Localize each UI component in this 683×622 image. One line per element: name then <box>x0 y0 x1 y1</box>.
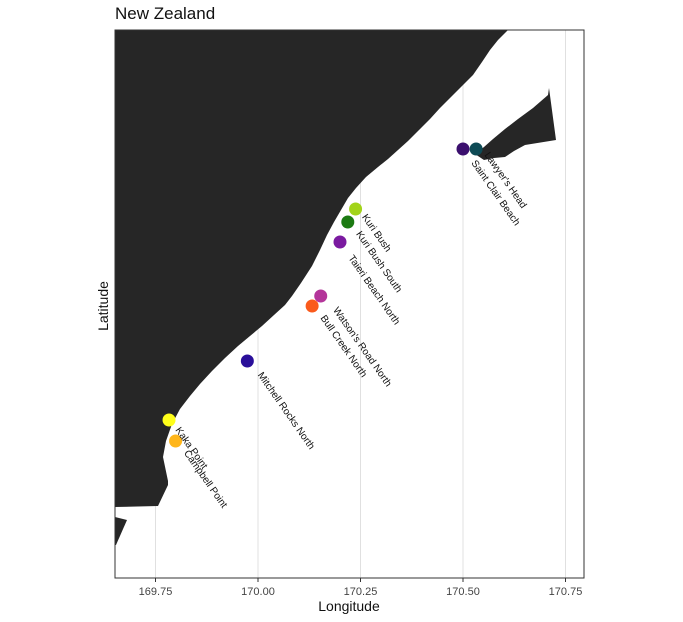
land-mass-southern-fragment <box>115 517 127 545</box>
land-mass-otago-peninsula <box>475 88 556 160</box>
map-title: New Zealand <box>115 4 216 23</box>
x-tick-label: 170.00 <box>241 586 275 598</box>
site-point <box>333 235 347 249</box>
site-point <box>341 215 355 229</box>
site-point <box>162 413 176 427</box>
site-points <box>162 142 483 448</box>
land-mass-mainland <box>115 30 508 507</box>
x-tick-label: 169.75 <box>139 586 173 598</box>
x-tick-label: 170.75 <box>549 586 583 598</box>
site-point <box>305 299 319 313</box>
site-point <box>349 202 363 216</box>
x-axis-ticks: 169.75 170.00 170.25 170.50 170.75 <box>139 578 583 598</box>
site-point <box>469 142 483 156</box>
site-point <box>314 289 328 303</box>
site-point <box>169 434 183 448</box>
x-axis-title: Longitude <box>318 598 380 614</box>
site-point <box>240 354 254 368</box>
x-tick-label: 170.25 <box>344 586 378 598</box>
x-tick-label: 170.50 <box>446 586 480 598</box>
panel-border <box>114 29 585 579</box>
site-point <box>456 142 470 156</box>
